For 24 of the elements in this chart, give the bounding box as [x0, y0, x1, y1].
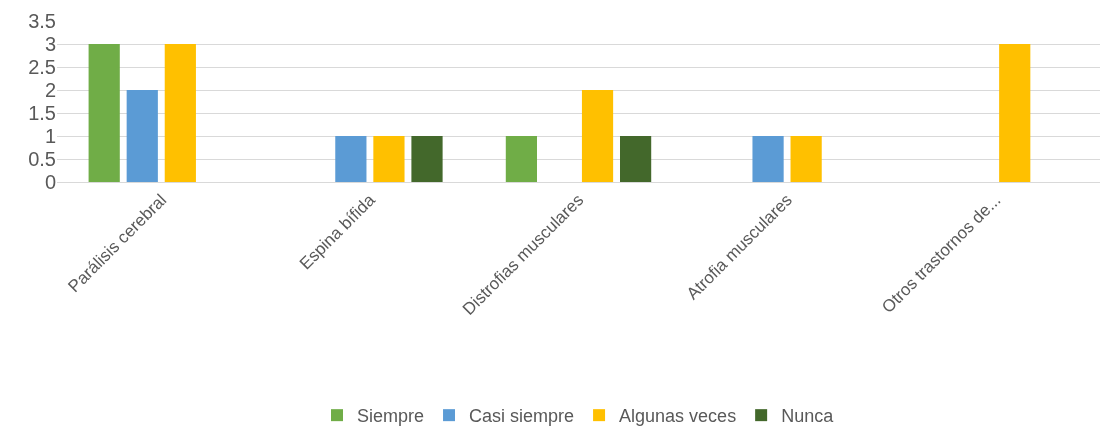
bar — [164, 44, 196, 182]
bar — [581, 90, 614, 182]
y-tick-label: 0 — [44, 171, 56, 193]
legend-label: Siempre — [357, 406, 425, 427]
y-tick-label: 3.5 — [28, 10, 56, 32]
y-tick-label: 1 — [44, 125, 56, 147]
y-tick-label: 1.5 — [28, 102, 56, 124]
bar — [790, 136, 822, 182]
y-tick-label: 0.5 — [28, 148, 56, 170]
bar — [752, 136, 784, 182]
legend-label: Casi siempre — [469, 406, 575, 427]
bar — [999, 44, 1031, 182]
bar — [505, 136, 537, 182]
y-tick-label: 3 — [44, 33, 56, 55]
bar — [126, 90, 158, 182]
bar — [373, 136, 405, 182]
y-tick-label: 2 — [44, 79, 56, 101]
bar — [335, 136, 367, 182]
bar — [620, 136, 652, 182]
y-tick-label: 2.5 — [28, 56, 56, 78]
bar — [411, 136, 443, 182]
bar — [88, 44, 120, 182]
legend-label: Nunca — [781, 406, 835, 427]
legend-label: Algunas veces — [619, 406, 737, 427]
